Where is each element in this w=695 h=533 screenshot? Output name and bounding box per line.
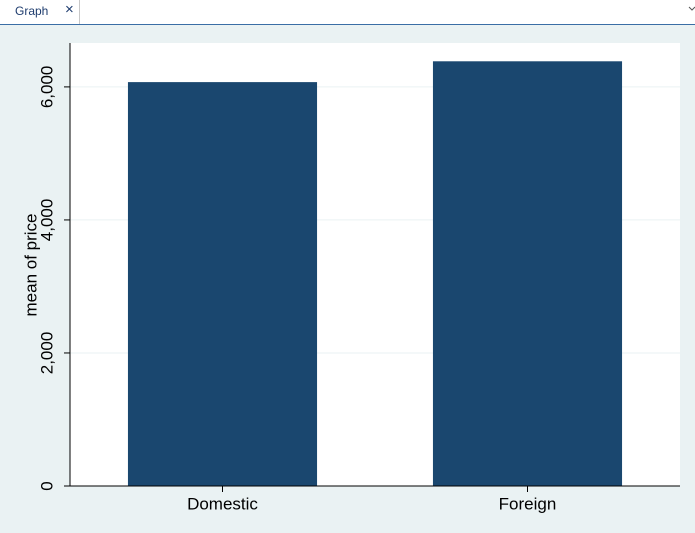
x-tick-label: Foreign bbox=[499, 494, 557, 513]
y-tick-label: 0 bbox=[37, 481, 56, 490]
y-tick-label: 2,000 bbox=[37, 332, 56, 375]
y-tick-label: 6,000 bbox=[37, 66, 56, 109]
chart: mean of price 0 2,000 4,000 6,000 Domestic Fo… bbox=[0, 25, 695, 533]
tab[interactable]: Graph × bbox=[0, 0, 80, 24]
dropdown[interactable] bbox=[688, 4, 695, 14]
bar bbox=[432, 61, 623, 486]
x-tick-label: Domestic bbox=[187, 494, 258, 513]
y-tick-label: 4,000 bbox=[37, 199, 56, 242]
tab-label[interactable]: Graph bbox=[15, 4, 49, 18]
tab-close[interactable]: × bbox=[65, 1, 74, 18]
y-axis-label: mean of price bbox=[21, 214, 40, 317]
tab-bar: Graph × bbox=[0, 0, 695, 25]
bar bbox=[127, 82, 318, 487]
